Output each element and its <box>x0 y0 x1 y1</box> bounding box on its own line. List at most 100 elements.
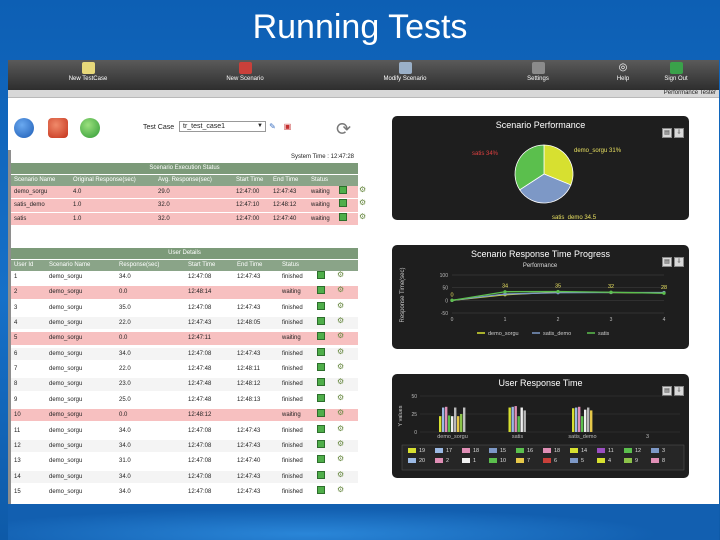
action-icon[interactable]: ⚙ <box>337 346 345 356</box>
legend-label: demo_sorgu <box>488 331 519 337</box>
user-row[interactable]: 8 demo_sorgu 23.0 12:47:48 12:48:12 finished ⚙ <box>11 377 358 391</box>
detail-icon[interactable] <box>317 439 325 448</box>
table-cell: demo_sorgu <box>49 442 83 449</box>
detail-icon[interactable] <box>317 470 325 479</box>
pause-button[interactable] <box>48 118 68 138</box>
scenario-row[interactable]: satis_demo 1.0 32.0 12:47:10 12:48:12 waiting… <box>11 199 366 212</box>
col-header: Status <box>311 177 329 183</box>
play-button[interactable] <box>14 118 34 138</box>
action-icon[interactable]: ⚙ <box>337 270 345 279</box>
action-icon[interactable]: ⚙ <box>359 211 367 221</box>
scenario-row[interactable]: satis 1.0 32.0 12:47:00 12:47:40 waiting ⚙ <box>11 212 366 225</box>
table-cell: 2 <box>14 289 18 296</box>
new-testcase-button[interactable]: New TestCase <box>63 62 113 82</box>
bar <box>511 406 514 432</box>
action-icon[interactable]: ⚙ <box>337 362 345 372</box>
pie-chart: demo_sorgu 31% satis 34% satis_demo 34.5 <box>472 144 622 220</box>
action-icon[interactable]: ⚙ <box>359 198 367 208</box>
user-row[interactable]: 1 demo_sorgu 34.0 12:47:08 12:47:43 finished ⚙ <box>11 270 358 284</box>
refresh-icon[interactable]: ⟳ <box>336 119 352 139</box>
table-cell: 9 <box>14 396 18 403</box>
action-icon[interactable]: ⚙ <box>359 185 367 194</box>
user-row[interactable]: 10 demo_sorgu 0.0 12:48:12 waiting ⚙ <box>11 408 358 422</box>
table-cell: 1.0 <box>73 215 82 222</box>
user-row[interactable]: 11 demo_sorgu 34.0 12:47:08 12:47:43 finished… <box>11 423 358 437</box>
delete-icon[interactable]: ▣ <box>283 122 292 131</box>
detail-icon[interactable] <box>317 409 325 418</box>
table-cell: 12:47:08 <box>188 442 212 449</box>
action-icon[interactable]: ⚙ <box>337 392 345 402</box>
action-icon[interactable]: ⚙ <box>337 423 345 433</box>
detail-icon[interactable] <box>317 363 325 372</box>
new-scenario-button[interactable]: New Scenario <box>220 62 270 82</box>
action-icon[interactable]: ⚙ <box>337 300 345 310</box>
legend-label: 6 <box>554 458 557 464</box>
testcase-select[interactable]: tr_test_case1 ▼ <box>179 121 266 132</box>
user-row[interactable]: 15 demo_sorgu 34.0 12:47:08 12:47:43 finished… <box>11 484 358 499</box>
user-row[interactable]: 7 demo_sorgu 22.0 12:47:48 12:48:11 finished ⚙ <box>11 362 358 376</box>
table-cell: 32.0 <box>158 202 170 209</box>
table-cell: demo_sorgu <box>49 350 83 357</box>
app-subtitle: Performance Tester <box>663 90 716 96</box>
action-icon[interactable]: ⚙ <box>337 469 345 479</box>
detail-icon[interactable] <box>317 286 325 295</box>
legend-swatch <box>543 458 551 463</box>
detail-icon[interactable] <box>317 301 325 310</box>
action-icon[interactable]: ⚙ <box>337 454 345 464</box>
download-icon[interactable]: ⇩ <box>674 257 684 267</box>
detail-icon[interactable] <box>317 347 325 356</box>
edit-icon[interactable]: ✎ <box>269 122 276 131</box>
detail-icon[interactable] <box>317 424 325 433</box>
response-progress-panel: Scenario Response Time Progress ▤ ⇩ Perfo… <box>392 245 689 349</box>
scenario-row[interactable]: demo_sorgu 4.0 29.0 12:47:00 12:47:43 waiting… <box>11 186 366 199</box>
settings-button[interactable]: Settings <box>518 62 558 82</box>
modify-scenario-button[interactable]: Modify Scenario <box>380 62 430 82</box>
action-icon[interactable]: ⚙ <box>337 438 345 448</box>
detail-icon[interactable] <box>317 271 325 279</box>
user-row[interactable]: 12 demo_sorgu 34.0 12:47:08 12:47:43 finished… <box>11 438 358 453</box>
detail-icon[interactable] <box>317 317 325 326</box>
user-row[interactable]: 4 demo_sorgu 22.0 12:47:43 12:48:05 finished ⚙ <box>11 316 358 330</box>
action-icon[interactable]: ⚙ <box>337 285 345 295</box>
detail-icon[interactable] <box>339 199 347 208</box>
table-cell: waiting <box>282 289 301 296</box>
help-button[interactable]: ◎ Help <box>613 62 633 82</box>
stop-button[interactable] <box>80 118 100 138</box>
detail-icon[interactable] <box>317 332 325 341</box>
action-icon[interactable]: ⚙ <box>337 408 345 418</box>
modify-scenario-icon <box>398 62 412 74</box>
print-icon[interactable]: ▤ <box>662 386 672 396</box>
table-cell: 12:47:00 <box>236 215 260 222</box>
detail-icon[interactable] <box>317 485 325 494</box>
detail-icon[interactable] <box>317 393 325 402</box>
detail-icon[interactable] <box>317 455 325 464</box>
print-icon[interactable]: ▤ <box>662 257 672 267</box>
settings-label: Settings <box>527 76 549 82</box>
sign-out-button[interactable]: Sign Out <box>663 62 689 82</box>
y-tick-label: 0 <box>414 430 417 436</box>
action-icon[interactable]: ⚙ <box>337 331 345 341</box>
detail-icon[interactable] <box>317 378 325 387</box>
user-row[interactable]: 6 demo_sorgu 34.0 12:47:08 12:47:43 finished ⚙ <box>11 346 358 361</box>
user-row[interactable]: 14 demo_sorgu 34.0 12:47:08 12:47:43 finished… <box>11 469 358 483</box>
testcase-label: Test Case <box>143 124 175 131</box>
y-tick-label: -50 <box>441 311 448 317</box>
action-icon[interactable]: ⚙ <box>337 484 345 494</box>
action-icon[interactable]: ⚙ <box>337 377 345 387</box>
table-cell: 6 <box>14 350 18 357</box>
print-icon[interactable]: ▤ <box>662 128 672 138</box>
download-icon[interactable]: ⇩ <box>674 128 684 138</box>
user-row[interactable]: 5 demo_sorgu 0.0 12:47:11 waiting ⚙ <box>11 331 358 345</box>
detail-icon[interactable] <box>339 186 347 194</box>
x-tick-label: 0 <box>451 317 454 323</box>
table-cell: 12:47:43 <box>237 488 261 495</box>
detail-icon[interactable] <box>339 212 347 221</box>
user-row[interactable]: 13 demo_sorgu 31.0 12:47:08 12:47:40 finished… <box>11 454 358 468</box>
legend-label: 7 <box>527 458 530 464</box>
action-icon[interactable]: ⚙ <box>337 316 345 326</box>
user-row[interactable]: 3 demo_sorgu 35.0 12:47:08 12:47:43 finished ⚙ <box>11 300 358 314</box>
user-row[interactable]: 9 demo_sorgu 25.0 12:47:48 12:48:13 finished ⚙ <box>11 392 358 407</box>
user-row[interactable]: 2 demo_sorgu 0.0 12:48:14 waiting ⚙ <box>11 285 358 299</box>
download-icon[interactable]: ⇩ <box>674 386 684 396</box>
